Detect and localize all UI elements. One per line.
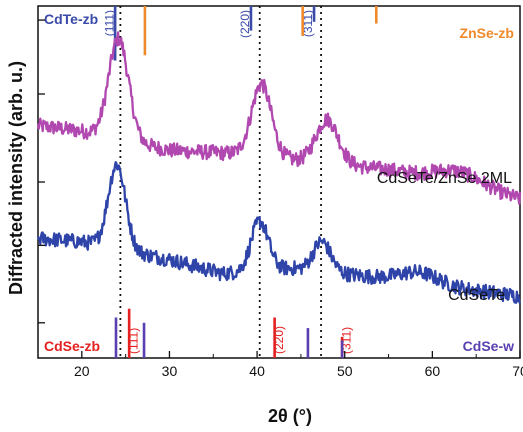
miller-label-CdTe-zb-0: (111) — [102, 10, 116, 36]
y-axis-title: Diffracted intensity (arb. u.) — [6, 61, 26, 295]
x-tick-label-4: 60 — [425, 363, 441, 379]
ref-name-CdSe-w: CdSe-w — [463, 338, 514, 354]
ref-name-CdSe-zb: CdSe-zb — [44, 338, 100, 354]
reference-dotted-lines — [119, 6, 322, 358]
miller-label-CdSe-zb-0: (111) — [126, 328, 140, 354]
miller-label-CdTe-zb-2: (311) — [301, 10, 315, 37]
miller-label-CdSe-zb-1: (220) — [272, 326, 286, 354]
ref-name-ZnSe-zb: ZnSe-zb — [460, 25, 514, 41]
x-axis-title: 2θ (°) — [268, 406, 312, 426]
miller-label-CdTe-zb-1: (220) — [238, 10, 252, 38]
series-layer: CdSeTe/ZnSe 2ML CdSeTe — [36, 31, 522, 304]
x-tick-label-0: 20 — [74, 363, 90, 379]
series-line-1 — [36, 161, 522, 304]
x-tick-label-5: 70 — [512, 363, 523, 379]
labels-layer: 2θ (°) Diffracted intensity (arb. u.) — [6, 61, 312, 426]
axes-layer: 20 30 40 50 60 70 — [38, 19, 523, 379]
series-label-1: CdSeTe — [448, 287, 505, 304]
series-label-0: CdSeTe/ZnSe 2ML — [377, 170, 512, 187]
x-tick-label-3: 50 — [337, 363, 353, 379]
x-tick-label-2: 40 — [249, 363, 265, 379]
series-line-0 — [36, 31, 522, 205]
ref-name-CdTe-zb: CdTe-zb — [44, 11, 98, 27]
x-tick-label-1: 30 — [162, 363, 178, 379]
